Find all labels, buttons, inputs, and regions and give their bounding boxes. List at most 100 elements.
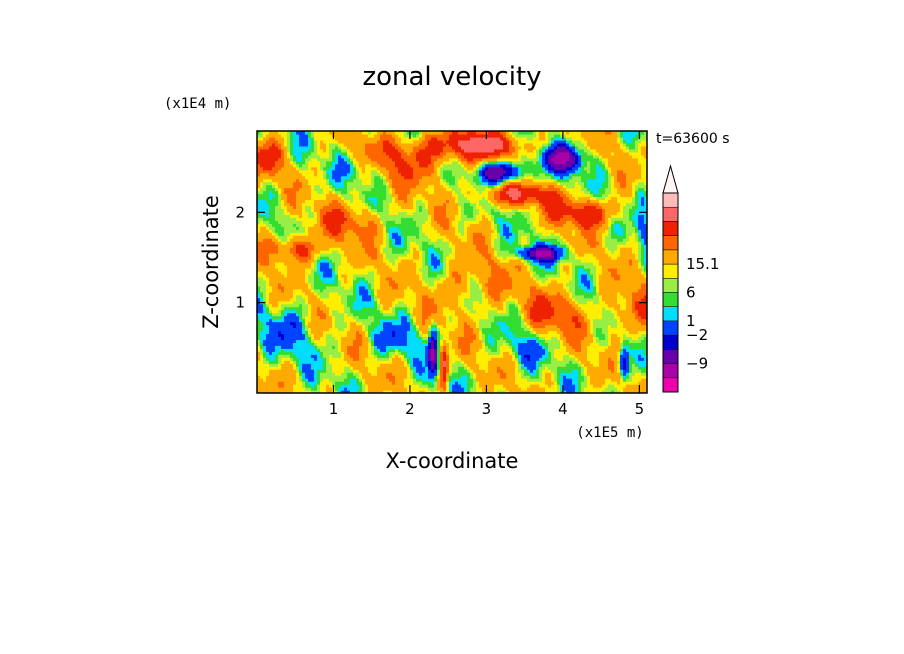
field-cell [374,327,378,332]
field-cell [572,309,576,314]
field-cell [275,318,279,323]
field-cell [410,381,414,385]
field-cell [338,387,342,391]
field-cell [440,354,444,358]
field-cell [473,330,477,335]
field-cell [608,366,612,370]
field-cell [623,342,627,346]
field-cell [527,321,531,326]
field-cell [515,345,519,349]
field-cell [485,309,489,314]
field-cell [422,339,426,343]
field-cell [266,285,270,290]
field-cell [638,342,642,346]
field-cell [410,390,414,393]
field-cell [347,339,351,343]
field-cell [479,375,483,379]
field-cell [302,318,306,323]
field-cell [308,372,312,376]
field-cell [506,306,510,311]
field-cell [434,282,438,287]
field-cell [416,390,420,393]
field-cell [266,348,270,352]
field-cell [287,369,291,373]
field-cell [599,378,603,382]
field-cell [392,357,396,361]
field-cell [440,348,444,352]
field-cell [368,312,372,317]
field-cell [629,279,633,284]
field-cell [401,354,405,358]
field-cell [638,285,642,290]
field-cell [560,285,564,290]
field-cell [350,324,354,329]
field-cell [485,303,489,308]
field-cell [644,327,647,332]
field-cell [428,321,432,326]
field-cell [533,378,537,382]
field-cell [644,288,647,293]
field-cell [365,378,369,382]
field-cell [272,333,276,338]
field-cell [392,390,396,393]
field-cell [572,378,576,382]
field-cell [467,279,471,284]
field-cell [443,357,447,361]
field-cell [533,381,537,385]
field-cell [302,327,306,332]
field-cell [467,360,471,364]
field-cell [494,285,498,290]
field-cell [626,381,630,385]
field-cell [524,378,528,382]
field-cell [599,345,603,349]
field-cell [410,282,414,287]
field-cell [344,294,348,299]
field-cell [587,321,591,326]
field-cell [545,279,549,284]
field-cell [305,288,309,293]
field-cell [260,390,264,393]
field-cell [413,345,417,349]
field-cell [461,336,465,341]
field-cell [602,384,606,388]
field-cell [590,363,594,367]
field-cell [512,366,516,370]
field-cell [329,321,333,326]
field-cell [275,297,279,302]
field-cell [362,342,366,346]
field-cell [350,333,354,338]
field-cell [614,387,618,391]
field-cell [452,291,456,296]
field-cell [623,357,627,361]
field-cell [344,276,348,281]
field-cell [383,291,387,296]
field-cell [386,336,390,341]
field-cell [329,300,333,305]
field-cell [617,354,621,358]
field-cell [518,351,522,355]
field-cell [326,312,330,317]
field-cell [539,309,543,314]
field-cell [365,282,369,287]
field-cell [524,345,528,349]
field-cell [278,360,282,364]
field-cell [302,312,306,317]
field-cell [275,345,279,349]
field-cell [413,303,417,308]
field-cell [374,372,378,376]
field-cell [434,351,438,355]
field-cell [593,366,597,370]
field-cell [257,369,261,373]
field-cell [515,366,519,370]
field-cell [578,390,582,393]
field-cell [620,279,624,284]
field-cell [533,306,537,311]
field-cell [290,318,294,323]
field-cell [398,297,402,302]
field-cell [317,372,321,376]
field-cell [299,384,303,388]
field-cell [623,387,627,391]
field-cell [323,384,327,388]
field-cell [494,312,498,317]
field-cell [335,357,339,361]
